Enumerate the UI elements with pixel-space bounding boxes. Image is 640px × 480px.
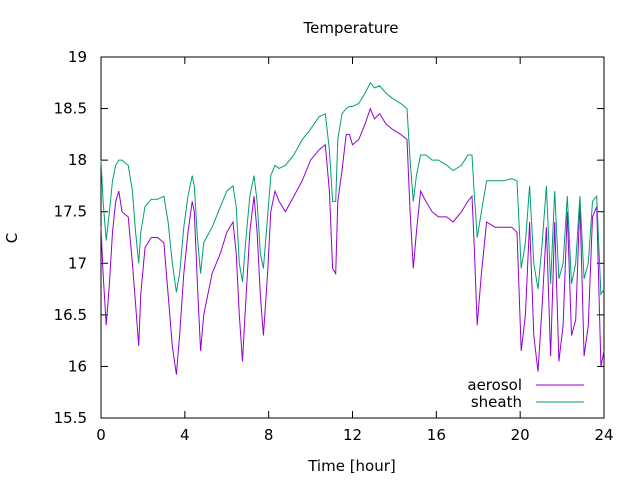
x-tick-label: 16: [427, 426, 446, 444]
y-tick-label: 18.5: [54, 100, 87, 118]
legend-label-sheath: sheath: [471, 393, 522, 411]
y-tick-label: 16.5: [54, 306, 87, 324]
y-tick-label: 19: [68, 48, 87, 66]
x-axis-label: Time [hour]: [307, 457, 396, 475]
y-axis-label: C: [3, 233, 21, 243]
x-tick-label: 24: [594, 426, 613, 444]
x-tick-label: 0: [96, 426, 106, 444]
series-line-aerosol: [100, 107, 605, 375]
legend-label-aerosol: aerosol: [467, 376, 522, 394]
x-tick-label: 4: [180, 426, 190, 444]
y-tick-label: 15.5: [54, 409, 87, 427]
series-lines: [100, 81, 605, 375]
tick-labels: 0 4 8 12 16 20 24 15.5 16 16.5 17 17.5 18 18.5 19: [54, 48, 614, 444]
x-tick-label: 20: [511, 426, 530, 444]
axis-ticks: [100, 56, 605, 419]
series-line-sheath: [100, 81, 605, 296]
y-tick-label: 17.5: [54, 203, 87, 221]
chart-title: Temperature: [302, 19, 398, 37]
y-tick-label: 16: [68, 357, 87, 375]
y-tick-label: 17: [68, 254, 87, 272]
y-tick-label: 18: [68, 151, 87, 169]
x-tick-label: 8: [264, 426, 274, 444]
x-tick-label: 12: [343, 426, 362, 444]
